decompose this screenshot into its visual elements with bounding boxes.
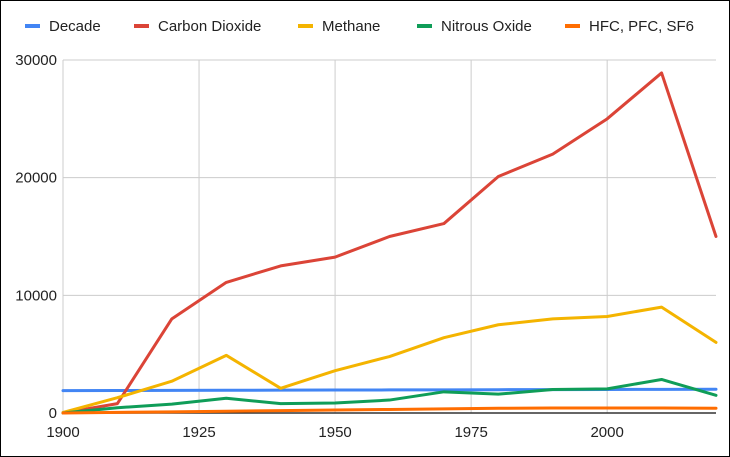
legend-label: Decade — [49, 18, 101, 35]
y-tick-label: 20000 — [15, 170, 57, 187]
legend-label: Carbon Dioxide — [158, 18, 261, 35]
y-tick-label: 0 — [49, 405, 57, 422]
legend: Decade Carbon Dioxide Methane Nitrous Oxide… — [25, 18, 694, 35]
series-line-methane — [61, 305, 718, 414]
x-tick-label: 1925 — [182, 424, 215, 441]
y-tick-label: 30000 — [15, 52, 57, 69]
x-tick-label: 1950 — [318, 424, 351, 441]
series-lines — [61, 71, 718, 415]
grid — [62, 59, 716, 414]
x-tick-label: 2000 — [590, 424, 623, 441]
axis-labels: 0 10000 20000 30000 1900 1925 1950 1975 2000 — [15, 52, 624, 441]
series-line-carbon-dioxide — [61, 71, 718, 415]
series-line-hfc-pfc-sf6 — [61, 406, 718, 415]
series-line-nitrous-oxide — [61, 377, 718, 415]
x-tick-label: 1900 — [46, 424, 79, 441]
legend-label: Methane — [322, 18, 380, 35]
legend-label: HFC, PFC, SF6 — [589, 18, 694, 35]
x-tick-label: 1975 — [454, 424, 487, 441]
y-tick-label: 10000 — [15, 287, 57, 304]
series-line-decade — [61, 387, 718, 393]
legend-label: Nitrous Oxide — [441, 18, 532, 35]
